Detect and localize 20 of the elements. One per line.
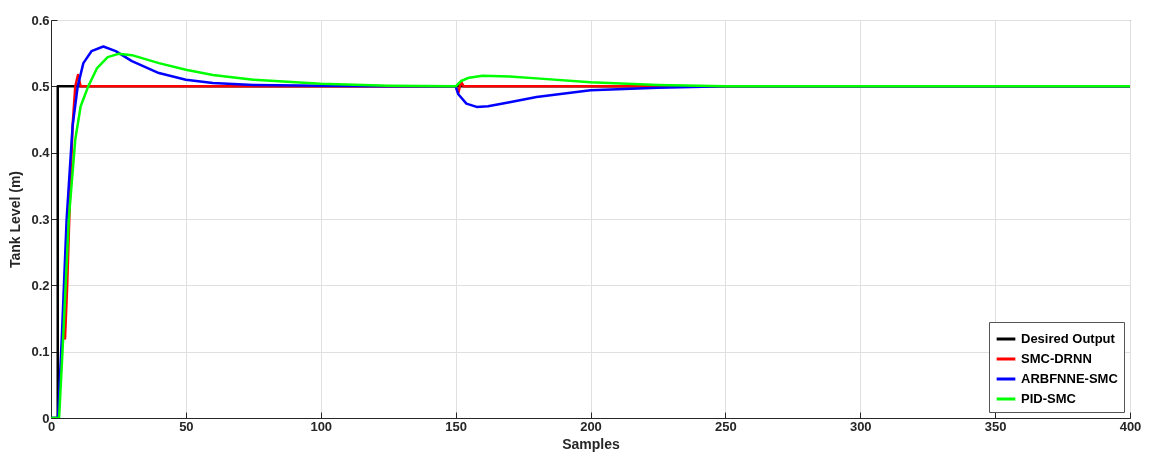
x-axis-title: Samples [562,435,620,452]
legend-label: PID-SMC [1021,391,1077,406]
x-tick-label: 250 [715,418,737,434]
y-tick-label: 0.6 [31,12,50,28]
x-tick-label: 100 [310,418,333,434]
x-tick-label: 50 [179,418,194,434]
x-tick-label: 400 [1119,418,1142,434]
y-tick-label: 0.4 [31,145,51,161]
y-tick-label: 0.3 [31,211,50,227]
y-axis-title: Tank Level (m) [7,171,24,268]
legend-label: Desired Output [1021,331,1116,346]
x-tick-label: 200 [580,418,602,434]
y-tick-label: 0.2 [31,277,50,293]
legend-label: ARBFNNE-SMC [1021,371,1119,386]
x-tick-label: 350 [984,418,1007,434]
x-tick-label: 150 [445,418,467,434]
x-tick-label: 300 [849,418,872,434]
y-tick-label: 0.5 [31,78,50,94]
y-tick-label: 0.1 [31,344,50,360]
legend-label: SMC-DRNN [1021,351,1092,366]
